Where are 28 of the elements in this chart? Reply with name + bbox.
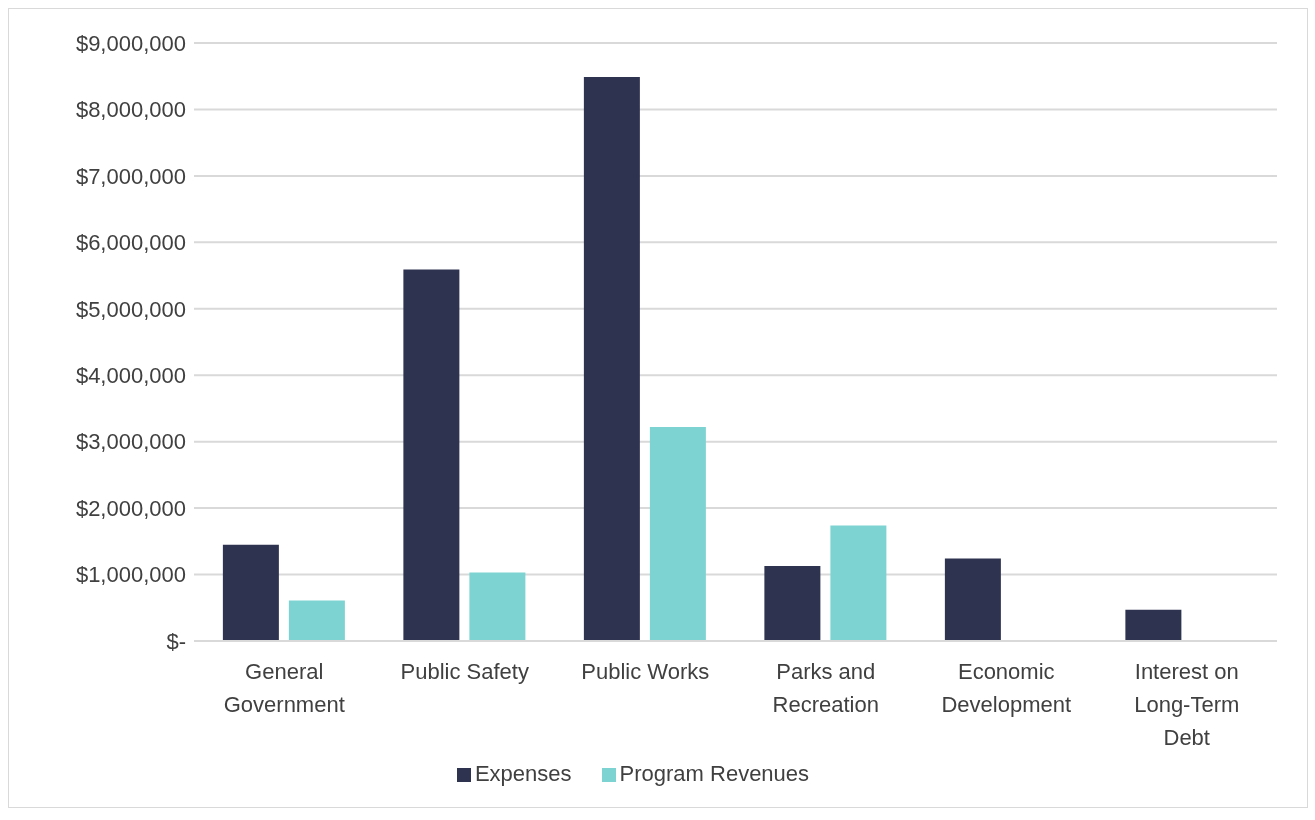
x-tick-label: Interest on Long-Term Debt [1134, 659, 1240, 750]
y-tick-label: $5,000,000 [75, 296, 186, 322]
y-tick-label: $2,000,000 [75, 495, 186, 521]
legend-label: Expenses [474, 761, 572, 786]
y-tick-label: $3,000,000 [75, 429, 186, 455]
y-tick-label: $7,000,000 [75, 163, 186, 189]
bar [944, 558, 1001, 641]
bar [469, 572, 526, 641]
bar [288, 600, 345, 641]
bar [830, 525, 887, 641]
legend-label: Program Revenues [619, 761, 810, 786]
x-tick-label: Parks and Recreation [772, 659, 879, 717]
x-tick-label: Public Works [581, 659, 710, 684]
x-tick-label: General Government [223, 659, 345, 717]
y-tick-label: $- [166, 628, 186, 654]
y-tick-label: $1,000,000 [75, 562, 186, 588]
bar [1125, 609, 1182, 641]
y-tick-label: $9,000,000 [75, 30, 186, 56]
x-tick-label: Economic Development [941, 659, 1072, 717]
x-tick-label: Public Safety [400, 659, 529, 684]
y-tick-label: $8,000,000 [75, 97, 186, 123]
bar [583, 76, 640, 641]
bar [222, 544, 279, 641]
bar [649, 427, 706, 641]
y-tick-label: $4,000,000 [75, 363, 186, 389]
bar [403, 269, 460, 641]
bar [764, 565, 821, 641]
y-tick-label: $6,000,000 [75, 230, 186, 256]
